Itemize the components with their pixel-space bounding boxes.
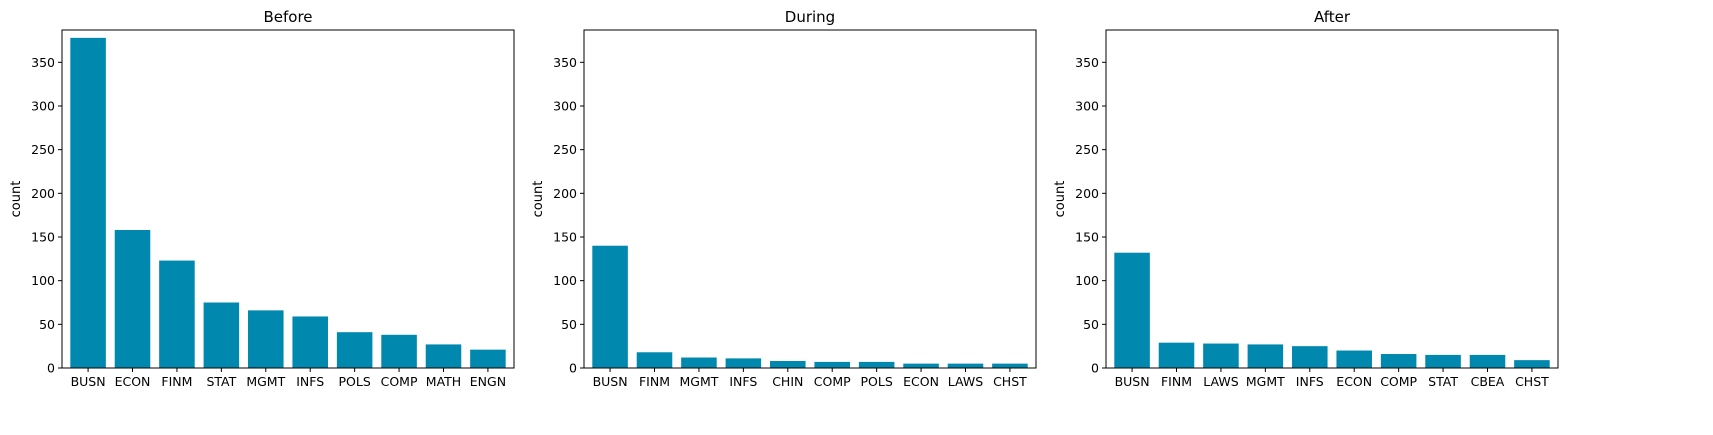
y-tick-label: 200 [1075,186,1099,201]
y-tick-label: 350 [1075,55,1099,70]
x-tick-label: STAT [206,374,236,389]
x-tick-label: POLS [861,374,893,389]
bar-finm [1158,342,1195,368]
y-tick-label: 0 [1091,361,1099,376]
axes-frame [61,29,515,369]
x-tick-label: LAWS [1203,374,1238,389]
y-tick-label: 350 [31,55,55,70]
bar-mgmt [248,310,284,368]
bar-stat [203,302,240,368]
bar-pols [336,332,373,368]
x-tick-label: LAWS [948,374,983,389]
x-tick-label: BUSN [71,374,106,389]
bar-mgmt [1247,344,1284,368]
x-tick-label: FINM [1161,374,1192,389]
x-tick-label: COMP [1380,374,1417,389]
y-tick-label: 50 [1083,317,1099,332]
bar-busn [70,37,106,369]
bar-cbea [1469,354,1506,368]
bar-chin [770,361,806,368]
y-tick-label: 0 [569,361,577,376]
bar-chst [1514,360,1550,368]
x-tick-label: POLS [339,374,371,389]
bar-laws [1203,343,1239,368]
x-tick-label: FINM [161,374,192,389]
subplot-during: BUSN FINM MGMT INFS CHIN COMP POLS ECON LAWS CHST… [531,8,1037,389]
bar-comp [814,361,850,368]
y-axis-label: count [1053,181,1068,218]
y-tick-label: 0 [47,361,55,376]
x-tick-label: CHST [993,374,1027,389]
y-tick-label: 200 [31,186,55,201]
bar-comp [381,334,417,368]
x-tick-label: BUSN [1115,374,1150,389]
bar-finm [636,352,673,368]
subplot-after: BUSN FINM LAWS MGMT INFS ECON COMP STAT CBEA CHST… [1053,8,1559,389]
x-tick-label: ENGN [470,374,506,389]
x-tick-label: ECON [1336,374,1372,389]
bar-finm [159,260,195,368]
x-tick-label: INFS [296,374,324,389]
axes-frame [583,29,1037,369]
y-tick-label: 150 [31,229,55,244]
y-tick-label: 150 [553,229,577,244]
y-tick-label: 300 [553,98,577,113]
x-tick-label: INFS [729,374,757,389]
x-tick-label: MATH [426,374,461,389]
x-tick-label: COMP [381,374,418,389]
x-tick-label: MGMT [1246,374,1285,389]
y-tick-label: 300 [31,98,55,113]
chart-title: Before [263,8,312,26]
y-tick-label: 200 [553,186,577,201]
bar-laws [947,363,984,368]
y-tick-label: 250 [553,142,577,157]
bar-math [425,344,462,368]
x-tick-label: ECON [115,374,151,389]
bar-comp [1380,354,1417,368]
x-tick-label: MGMT [246,374,285,389]
bar-stat [1425,354,1461,368]
x-tick-label: CBEA [1471,374,1505,389]
axes-frame [1105,29,1559,369]
x-tick-label: CHIN [772,374,803,389]
x-tick-label: FINM [639,374,670,389]
bar-econ [1336,350,1372,368]
x-tick-label: MGMT [679,374,718,389]
x-tick-label: COMP [814,374,851,389]
bar-engn [470,349,506,368]
y-tick-label: 50 [39,317,55,332]
bar-chst [992,363,1028,368]
bar-infs [1292,346,1328,368]
chart-title: During [785,8,835,26]
bar-pols [858,361,895,368]
y-tick-label: 100 [1075,273,1099,288]
bar-infs [292,316,328,368]
y-tick-label: 250 [31,142,55,157]
y-tick-label: 100 [31,273,55,288]
bar-busn [1114,252,1150,368]
x-tick-label: STAT [1428,374,1458,389]
x-tick-label: CHST [1515,374,1549,389]
subplot-before: BUSN ECON FINM STAT MGMT INFS POLS COMP MATH ENGN… [9,8,515,389]
bar-econ [903,363,939,368]
bar-infs [725,358,762,368]
y-axis-label: count [9,181,24,218]
chart-title: After [1314,8,1351,26]
x-tick-label: BUSN [593,374,628,389]
y-tick-label: 50 [561,317,577,332]
x-tick-label: INFS [1296,374,1324,389]
y-tick-label: 100 [553,273,577,288]
y-axis-label: count [531,181,546,218]
x-tick-label: ECON [903,374,939,389]
y-tick-label: 150 [1075,229,1099,244]
y-tick-label: 250 [1075,142,1099,157]
bar-econ [114,230,151,368]
bar-busn [592,245,628,368]
y-tick-label: 350 [553,55,577,70]
bar-mgmt [681,357,717,368]
y-tick-label: 300 [1075,98,1099,113]
